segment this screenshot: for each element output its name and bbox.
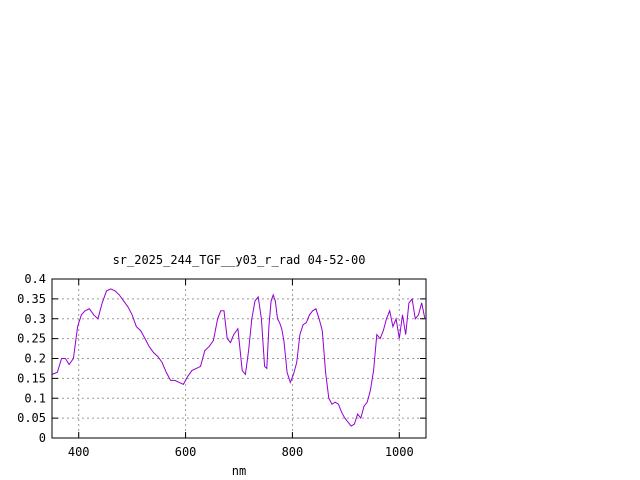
x-tick-label: 1000: [385, 445, 414, 459]
y-tick-label: 0.35: [17, 292, 46, 306]
series-line: [51, 288, 426, 427]
plot-area: [51, 288, 426, 427]
grid: [52, 279, 426, 438]
y-tick-label: 0.4: [24, 272, 46, 286]
y-tick-label: 0: [39, 431, 46, 445]
y-tick-label: 0.15: [17, 371, 46, 385]
y-tick-label: 0.05: [17, 411, 46, 425]
x-axis-label: nm: [232, 464, 246, 478]
y-tick-label: 0.25: [17, 332, 46, 346]
y-tick-label: 0.2: [24, 352, 46, 366]
x-tick-label: 600: [175, 445, 197, 459]
x-axis: 400 600 800 1000: [68, 279, 414, 459]
y-tick-label: 0.3: [24, 312, 46, 326]
y-tick-label: 0.1: [24, 391, 46, 405]
x-tick-label: 800: [282, 445, 304, 459]
chart-title: sr_2025_244_TGF__y03_r_rad 04-52-00: [113, 253, 366, 267]
plot-border: [51, 278, 427, 439]
y-axis: 0 0.05 0.1 0.15 0.2 0.25 0.3 0.35 0.4: [17, 272, 426, 445]
x-tick-label: 400: [68, 445, 90, 459]
